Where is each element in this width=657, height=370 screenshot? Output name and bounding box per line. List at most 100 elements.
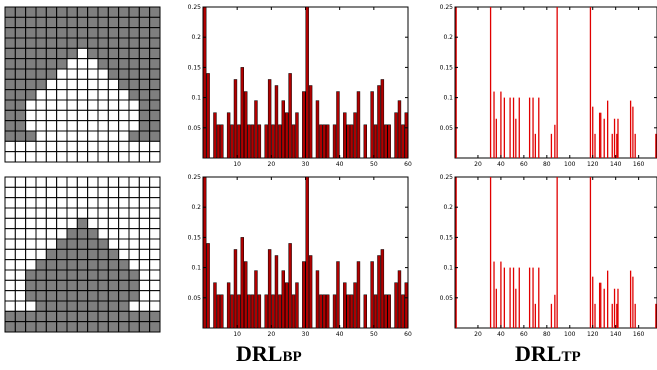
grid-cell: [76, 68, 89, 80]
bar: [655, 303, 657, 328]
grid-cell: [128, 109, 140, 122]
bar: [606, 270, 609, 328]
y-tick-label: 0.2: [443, 34, 453, 41]
bar: [455, 177, 457, 328]
grid-cell: [107, 151, 120, 163]
grid-cell: [76, 16, 89, 29]
grid-cell: [35, 58, 47, 70]
grid-cell: [118, 78, 130, 91]
grid-cell: [76, 207, 89, 219]
grid-cell: [56, 78, 68, 91]
grid-cell: [87, 310, 99, 323]
grid-cell: [97, 228, 109, 240]
grid-cell: [128, 140, 140, 153]
bar: [226, 112, 231, 159]
bar: [397, 270, 402, 329]
y-tick-label: 0.15: [188, 64, 202, 71]
grid-cell: [25, 140, 37, 153]
grid-cell: [66, 217, 78, 230]
grid-cell: [149, 279, 161, 292]
grid-cell: [118, 310, 130, 323]
grid-cell: [14, 58, 27, 70]
grid-cell: [56, 27, 68, 39]
grid-cell: [149, 27, 161, 39]
grid-cell: [56, 186, 68, 199]
grid-cell: [87, 78, 99, 91]
grid-cell: [76, 290, 89, 302]
bar: [538, 97, 540, 158]
bar: [509, 97, 511, 158]
grid-cell: [4, 16, 16, 29]
grid-cell: [45, 279, 58, 292]
bar: [257, 124, 262, 159]
grid-cell: [25, 6, 37, 18]
grid-cell: [4, 58, 16, 70]
grid-cell: [4, 197, 16, 209]
grid-cell: [138, 151, 151, 163]
bar: [534, 303, 536, 328]
bar: [213, 112, 217, 159]
grid-cell: [66, 259, 78, 271]
grid-cell: [149, 58, 161, 70]
bar: [632, 106, 634, 158]
grid-cell: [107, 248, 120, 261]
grid-cell: [87, 290, 99, 302]
bar: [295, 282, 299, 329]
bar: [240, 67, 244, 159]
grid-cell: [128, 78, 140, 91]
y-tick-label: 0.1: [443, 265, 453, 272]
grid-cell: [149, 321, 161, 333]
grid-cell: [25, 197, 37, 209]
bar: [401, 124, 405, 159]
grid-cell: [128, 217, 140, 230]
grid-cell: [35, 78, 47, 91]
grid-cell: [56, 140, 68, 153]
bar: [267, 79, 272, 159]
grid-cell: [56, 130, 68, 142]
grid-cell: [25, 78, 37, 91]
x-tick-label: 100: [564, 331, 576, 338]
grid-cell: [149, 140, 161, 153]
x-tick-label: 120: [587, 331, 599, 338]
grid-cell: [25, 238, 37, 250]
bar: [281, 270, 285, 329]
grid-cell: [66, 269, 78, 281]
bar: [216, 294, 221, 329]
grid-cell: [128, 290, 140, 302]
bar: [594, 303, 596, 328]
bar: [319, 124, 323, 159]
grid-cell: [128, 279, 140, 292]
y-tick-label: 0.25: [440, 174, 454, 181]
bar: [493, 91, 495, 158]
bar: [332, 294, 337, 329]
grid-cell: [138, 176, 151, 188]
grid-cell: [35, 151, 47, 163]
bar: [495, 288, 497, 328]
grid-cell: [87, 99, 99, 111]
x-tick-label: 80: [543, 331, 551, 338]
grid-cell: [149, 37, 161, 49]
grid-cell: [35, 279, 47, 292]
grid-cell: [87, 151, 99, 163]
grid-cell: [87, 228, 99, 240]
bar: [220, 124, 224, 159]
grid-cell: [149, 290, 161, 302]
grid-cell: [107, 321, 120, 333]
grid-cell: [107, 120, 120, 132]
grid-cell: [76, 279, 89, 292]
grid-cell: [56, 259, 68, 271]
grid-cell: [118, 176, 130, 188]
grid-cell: [4, 238, 16, 250]
y-tick-label: 0.15: [440, 64, 454, 71]
grid-cell: [76, 58, 89, 70]
bar: [617, 118, 619, 158]
grid-cell: [14, 186, 27, 199]
grid-cell: [149, 176, 161, 188]
grid-cell: [45, 68, 58, 80]
grid-cell: [66, 248, 78, 261]
grid-cell: [138, 89, 151, 101]
bar: [233, 249, 238, 329]
grid-cell: [45, 16, 58, 29]
y-tick-label: 0.05: [440, 125, 454, 132]
grid-cell: [56, 269, 68, 281]
